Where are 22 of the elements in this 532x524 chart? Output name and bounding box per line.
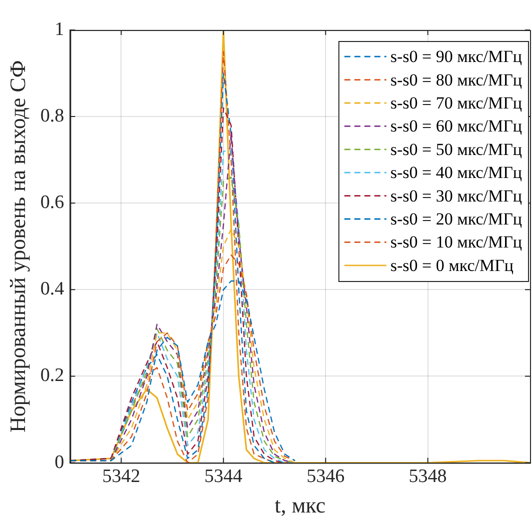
legend-label: s-s0 = 10 мкс/МГц <box>390 232 522 252</box>
y-tick-label: 0.4 <box>40 278 65 300</box>
y-axis-title: Нормированный уровень на выходе СФ <box>4 60 30 433</box>
y-tick-label: 0 <box>54 452 64 473</box>
x-axis-title: t, мкс <box>274 492 326 518</box>
x-tick-label: 5342 <box>102 466 140 488</box>
x-tick-label: 5344 <box>204 466 243 488</box>
y-tick-label: 1 <box>54 18 64 40</box>
legend-label: s-s0 = 80 мкс/МГц <box>390 70 522 90</box>
legend-label: s-s0 = 30 мкс/МГц <box>390 186 522 206</box>
legend-label: s-s0 = 60 мкс/МГц <box>390 116 522 136</box>
y-tick-label: 0.2 <box>40 365 64 386</box>
y-tick-label: 0.8 <box>40 106 64 127</box>
legend-label: s-s0 = 0 мкс/МГц <box>390 256 514 275</box>
legend-label: s-s0 = 40 мкс/МГц <box>390 163 522 182</box>
legend-label: s-s0 = 50 мкс/МГц <box>390 140 522 159</box>
y-tick-label: 0.6 <box>40 192 64 214</box>
x-tick-label: 5348 <box>408 466 447 488</box>
legend-label: s-s0 = 90 мкс/МГц <box>390 47 522 66</box>
x-tick-label: 5346 <box>306 466 345 488</box>
legend-label: s-s0 = 70 мкс/МГц <box>390 93 522 112</box>
legend-label: s-s0 = 20 мкс/МГц <box>390 209 522 228</box>
